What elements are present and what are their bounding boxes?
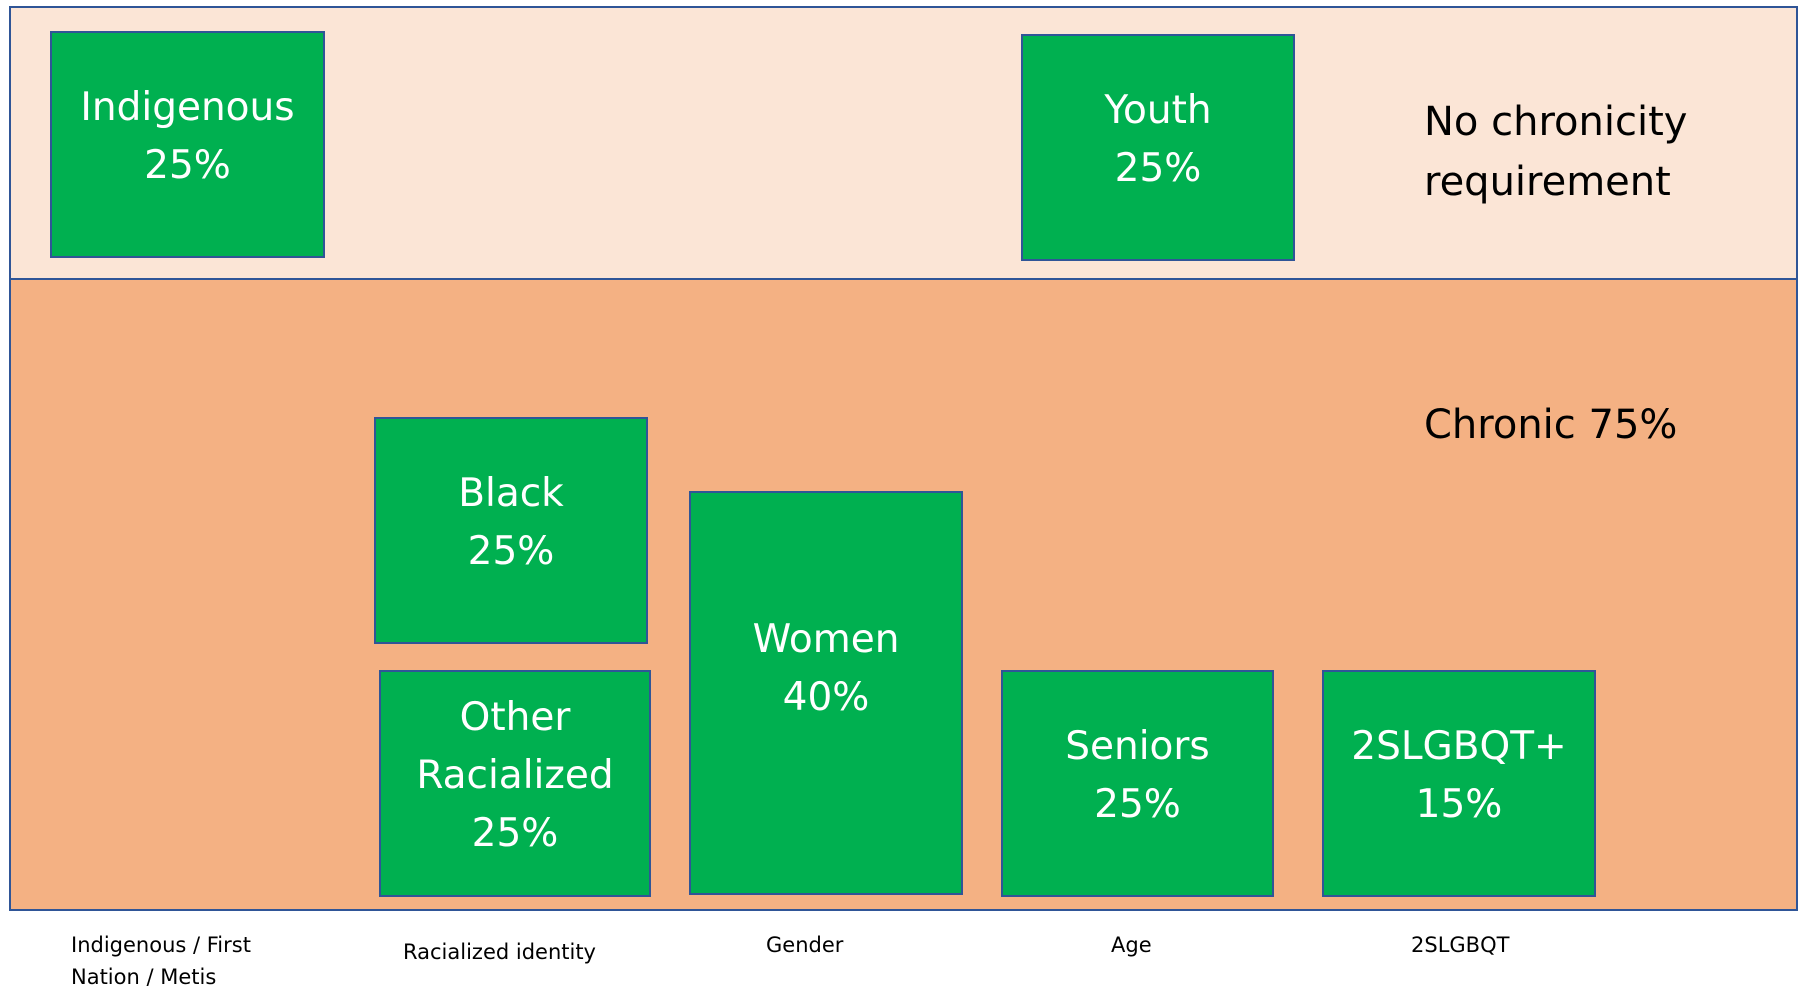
column-label: Age [1111,929,1152,961]
column-label: 2SLGBQT [1411,929,1509,961]
box-text: Youth [1104,87,1212,133]
box-text: 15% [1415,781,1503,827]
group-box: 2SLGBQT+ 15% [1322,670,1596,897]
group-box: Seniors 25% [1001,670,1274,897]
box-text: 25% [467,528,555,574]
column-label: Gender [766,929,843,961]
box-text: 25% [471,810,559,856]
box-text: Racialized [416,752,614,798]
box-text: 25% [1114,145,1202,191]
group-box: Indigenous 25% [50,31,325,258]
box-text: 25% [144,142,231,188]
group-box: Black 25% [374,417,648,644]
box-text: Indigenous [80,84,295,130]
text: Indigenous / First [71,933,251,957]
text: Gender [766,933,844,957]
box-text: Seniors [1065,723,1210,769]
group-box: Other Racialized 25% [379,670,651,897]
text: requirement [1424,159,1671,205]
column-label: Indigenous / First Nation / Metis [71,929,251,993]
box-text: 40% [782,675,870,720]
text: 2SLGBQT [1411,933,1510,957]
text: Nation / Metis [71,965,217,989]
text: Chronic 75% [1424,402,1678,448]
band-label: No chronicity requirement [1424,92,1687,212]
text: Age [1111,933,1152,957]
text: Racialized identity [403,940,596,964]
box-text: 2SLGBQT+ [1351,723,1567,769]
box-text: Black [458,470,564,516]
box-text: 25% [1094,781,1181,827]
box-text: Other [459,694,571,740]
text: No chronicity [1424,99,1688,145]
box-text: Women [752,617,900,662]
group-box: Women 40% [689,491,963,895]
column-label: Racialized identity [403,936,596,968]
band-label: Chronic 75% [1424,395,1677,455]
group-box: Youth 25% [1021,34,1295,261]
